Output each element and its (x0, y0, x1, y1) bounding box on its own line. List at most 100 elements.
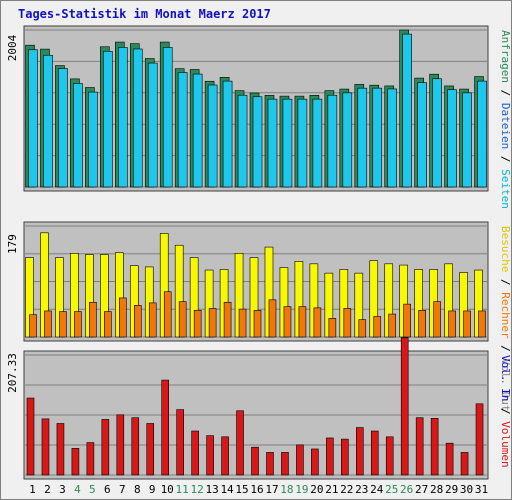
x-tick-label: 6 (104, 483, 111, 496)
bar-dateien (118, 47, 128, 188)
bar-volumen (281, 452, 289, 476)
x-tick-label: 25 (385, 483, 398, 496)
bar-dateien (372, 87, 383, 188)
x-tick-label: 28 (430, 483, 443, 496)
bar-dateien (177, 72, 188, 188)
bar-rechner (388, 313, 397, 338)
bar-dateien (73, 83, 83, 188)
x-tick-label: 10 (161, 483, 174, 496)
x-tick-label: 2 (44, 483, 51, 496)
bar-dateien (387, 88, 398, 188)
x-tick-label: 20 (310, 483, 323, 496)
bar-dateien (132, 48, 143, 188)
bar-dateien (222, 80, 233, 188)
bar-rechner (463, 310, 471, 338)
bar-rechner (74, 311, 82, 338)
x-tick-label: 16 (250, 483, 263, 496)
panel-middle-legend: Besuche / Rechner / Vol. Out (499, 226, 512, 411)
panel-top: 2004 (6, 25, 489, 192)
bar-volumen (400, 337, 409, 476)
bar-dateien (43, 54, 53, 188)
bar-volumen (430, 417, 439, 476)
bar-volumen (326, 437, 334, 476)
bar-rechner (223, 301, 232, 338)
bar-dateien (58, 68, 68, 188)
bar-volumen (116, 414, 125, 476)
x-tick-label: 15 (235, 483, 248, 496)
panel-bottom: 207.33 (6, 337, 489, 480)
bar-rechner (89, 301, 97, 338)
bar-volumen (355, 427, 364, 476)
bar-dateien (192, 73, 203, 188)
x-tick-label: 24 (370, 483, 384, 496)
bar-rechner (29, 314, 37, 338)
bar-volumen (236, 410, 244, 476)
bar-volumen (445, 442, 454, 476)
bar-rechner (373, 316, 382, 338)
bar-volumen (86, 442, 95, 476)
bar-volumen (176, 409, 184, 476)
x-tick-label: 12 (191, 483, 204, 496)
x-tick-label: 26 (400, 483, 413, 496)
chart-title: Tages-Statistik im Monat Maerz 2017 (18, 7, 271, 21)
bar-volumen (385, 436, 394, 476)
x-tick-label: 9 (149, 483, 156, 496)
x-tick-label: 8 (134, 483, 141, 496)
bar-volumen (146, 423, 155, 476)
bar-rechner (208, 308, 217, 338)
x-tick-label: 29 (445, 483, 458, 496)
bar-rechner (133, 305, 142, 338)
bar-rechner (163, 291, 172, 338)
bar-rechner (343, 308, 352, 338)
bar-rechner (283, 306, 292, 338)
bar-dateien (402, 33, 412, 188)
bar-volumen (131, 417, 140, 476)
bar-dateien (103, 51, 113, 188)
bar-dateien (447, 89, 457, 188)
panels: 2004 179 207.33 (6, 25, 489, 480)
x-tick-label: 5 (89, 483, 96, 496)
bar-rechner (298, 306, 307, 338)
bar-rechner (59, 311, 67, 338)
y-max-label: 207.33 (6, 353, 19, 393)
x-tick-labels: 1 2 3 4 5 6 7 8 9 10 11 12 13 14 15 16 17 18 19 20 21 22 23 24 2… (29, 483, 488, 496)
bar-volumen (341, 438, 349, 476)
x-tick-label: 1 (29, 483, 36, 496)
bar-volumen (191, 430, 199, 476)
bar-dateien (147, 62, 158, 188)
bar-rechner (448, 310, 456, 338)
x-tick-label: 4 (74, 483, 81, 496)
x-tick-label: 30 (460, 483, 473, 496)
bar-dateien (267, 98, 278, 188)
x-tick-label: 14 (220, 483, 234, 496)
x-tick-label: 13 (205, 483, 218, 496)
bar-rechner (268, 299, 277, 338)
bar-dateien (342, 92, 353, 188)
bar-volumen (26, 397, 35, 476)
bar-dateien (162, 47, 173, 188)
bar-dateien (417, 82, 427, 188)
bar-dateien (28, 49, 38, 188)
bar-dateien (237, 94, 248, 188)
bar-dateien (312, 98, 323, 188)
x-tick-label: 31 (475, 483, 488, 496)
legend-item: Vol. Out (499, 358, 512, 411)
legend-item: Seiten (499, 169, 512, 209)
bar-volumen (475, 403, 484, 476)
legend-item: Vol. In (499, 355, 512, 401)
bar-rechner (178, 301, 187, 338)
bar-dateien (462, 92, 472, 188)
bar-volumen (311, 448, 319, 476)
bar-volumen (41, 418, 50, 476)
legend-item: Besuche (499, 226, 512, 272)
bar-rechner (238, 308, 247, 338)
bar-rechner (433, 301, 441, 338)
bar-rechner (328, 318, 337, 338)
legend-item: Rechner (499, 292, 512, 339)
bar-volumen (206, 435, 214, 476)
bar-volumen (251, 446, 259, 476)
bar-volumen (71, 448, 80, 476)
x-tick-label: 21 (325, 483, 338, 496)
bar-rechner (119, 297, 127, 338)
